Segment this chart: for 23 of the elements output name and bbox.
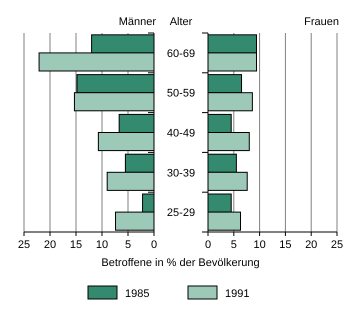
y-tick-label: 40-49 xyxy=(166,128,196,140)
legend-label: 1985 xyxy=(125,288,150,300)
x-tick-label: 5 xyxy=(124,239,132,251)
x-tick-label: 0 xyxy=(150,239,158,251)
y-axis-title: Alter xyxy=(170,16,193,28)
x-tick-label: 20 xyxy=(305,239,318,251)
x-tick-label: 0 xyxy=(204,239,212,251)
x-tick-label: 10 xyxy=(253,239,266,251)
y-tick-label: 50-59 xyxy=(166,88,196,100)
x-axis-title: Betroffene in % der Bevölkerung xyxy=(101,257,260,269)
chart-title: Frauen xyxy=(304,16,339,28)
x-tick-label: 20 xyxy=(44,239,56,251)
x-tick-label: 25 xyxy=(18,239,30,251)
y-tick-label: 60-69 xyxy=(166,48,196,60)
y-tick-label: 30-39 xyxy=(166,167,196,180)
y-tick-label: 25-29 xyxy=(166,207,196,220)
x-tick-label: 10 xyxy=(96,239,108,251)
x-tick-label: 15 xyxy=(70,239,82,251)
x-tick-label: 25 xyxy=(330,239,344,251)
legend-label: 1991 xyxy=(225,288,250,300)
x-tick-label: 15 xyxy=(279,239,292,251)
x-tick-label: 5 xyxy=(230,239,237,251)
chart-title: Männer xyxy=(118,16,156,28)
